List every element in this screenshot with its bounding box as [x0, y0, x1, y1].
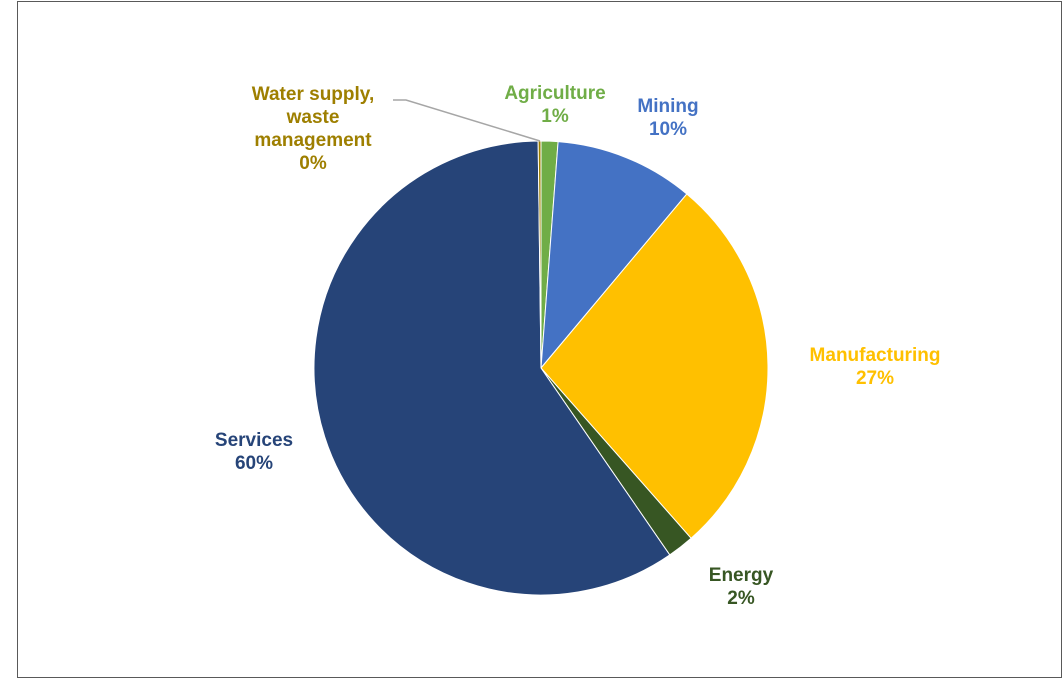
leader-lines	[393, 99, 541, 142]
pie-slice-manufacturing	[540, 193, 769, 539]
pie-slice-services	[313, 140, 671, 596]
data-label-services: Services 60%	[215, 430, 293, 474]
data-label-energy: Energy 2%	[709, 565, 774, 609]
data-label-water-supply-waste-management: Water supply, waste management 0%	[252, 84, 374, 174]
data-label-manufacturing: Manufacturing 27%	[810, 345, 941, 389]
pie-slice-mining	[540, 141, 688, 370]
data-label-agriculture: Agriculture 1%	[504, 83, 605, 127]
pie-slices	[313, 140, 769, 596]
data-labels: Agriculture 1% Mining 10% Manufacturing 27% En…	[215, 83, 941, 609]
leader-line-water-supply	[393, 99, 541, 142]
data-label-mining: Mining 10%	[637, 96, 698, 140]
